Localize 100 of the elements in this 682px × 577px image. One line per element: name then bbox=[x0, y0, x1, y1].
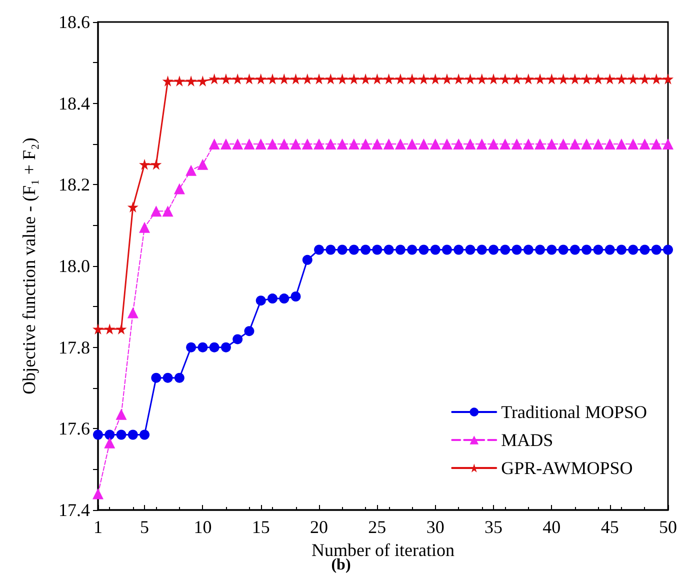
point bbox=[232, 138, 244, 150]
point bbox=[569, 138, 580, 150]
point bbox=[198, 342, 208, 352]
point bbox=[337, 244, 348, 255]
point bbox=[150, 206, 162, 217]
point bbox=[500, 244, 510, 255]
point bbox=[593, 244, 604, 255]
point bbox=[639, 138, 650, 150]
point bbox=[523, 244, 534, 255]
x-tick-label: 10 bbox=[194, 517, 212, 537]
point bbox=[197, 158, 208, 170]
legend-label: MADS bbox=[501, 430, 554, 450]
point bbox=[454, 244, 464, 255]
y-tick-label: 17.4 bbox=[58, 500, 90, 520]
y-tick-label: 18.2 bbox=[58, 174, 90, 195]
x-tick-label: 1 bbox=[94, 517, 102, 537]
x-tick-label: 45 bbox=[600, 517, 619, 537]
point bbox=[348, 73, 360, 84]
point bbox=[384, 244, 394, 255]
point bbox=[92, 488, 104, 500]
point bbox=[104, 430, 115, 440]
point bbox=[418, 244, 429, 255]
point bbox=[628, 73, 639, 84]
point bbox=[628, 138, 639, 150]
point bbox=[220, 342, 231, 352]
point bbox=[453, 138, 464, 150]
point bbox=[290, 138, 302, 150]
point bbox=[92, 324, 104, 335]
point bbox=[581, 138, 592, 150]
point bbox=[302, 254, 312, 265]
point bbox=[534, 73, 546, 84]
point bbox=[151, 372, 162, 383]
point bbox=[302, 73, 313, 84]
point bbox=[116, 430, 126, 440]
point bbox=[220, 138, 232, 150]
point bbox=[511, 138, 522, 150]
point bbox=[128, 430, 138, 440]
point bbox=[104, 324, 116, 335]
point bbox=[302, 138, 313, 150]
point bbox=[383, 73, 394, 84]
y-tick-label: 17.6 bbox=[58, 418, 90, 439]
point bbox=[209, 342, 220, 352]
point bbox=[662, 138, 674, 150]
point bbox=[511, 73, 522, 84]
point bbox=[663, 244, 673, 255]
x-tick-label: 5 bbox=[140, 517, 150, 537]
point bbox=[314, 138, 325, 150]
point bbox=[220, 73, 232, 84]
point bbox=[650, 138, 662, 150]
point bbox=[255, 73, 266, 84]
point bbox=[604, 138, 616, 150]
point bbox=[558, 244, 568, 255]
point bbox=[488, 244, 499, 255]
point bbox=[314, 73, 325, 84]
point bbox=[488, 73, 500, 84]
point bbox=[394, 138, 406, 150]
point bbox=[522, 73, 534, 84]
point bbox=[174, 75, 185, 86]
point bbox=[441, 138, 452, 150]
point bbox=[616, 138, 627, 150]
point bbox=[290, 73, 302, 84]
x-tick-label: 50 bbox=[659, 517, 677, 537]
point bbox=[512, 244, 522, 255]
point bbox=[581, 73, 592, 84]
point bbox=[535, 244, 546, 255]
x-tick-label: 40 bbox=[542, 517, 561, 537]
point bbox=[186, 164, 197, 176]
point bbox=[465, 244, 476, 255]
point bbox=[244, 73, 255, 84]
point bbox=[186, 75, 197, 86]
x-tick-label: 35 bbox=[484, 517, 503, 537]
point bbox=[476, 138, 488, 150]
point bbox=[372, 244, 382, 255]
x-tick-label: 30 bbox=[426, 517, 444, 537]
point bbox=[639, 73, 650, 84]
point bbox=[418, 73, 430, 84]
point bbox=[208, 138, 220, 150]
point bbox=[569, 73, 580, 84]
point bbox=[174, 183, 185, 194]
point bbox=[662, 73, 674, 84]
point bbox=[336, 138, 348, 150]
point bbox=[534, 138, 546, 150]
point bbox=[314, 244, 324, 255]
point bbox=[290, 292, 301, 302]
point bbox=[582, 244, 592, 255]
point bbox=[278, 73, 290, 84]
point bbox=[546, 138, 558, 150]
point bbox=[256, 296, 266, 306]
point bbox=[162, 206, 174, 217]
y-tick-label: 18.0 bbox=[58, 256, 90, 276]
point bbox=[558, 73, 569, 84]
point bbox=[174, 372, 184, 383]
y-tick-label: 17.8 bbox=[58, 337, 90, 358]
point bbox=[104, 437, 116, 448]
point bbox=[418, 138, 430, 150]
point bbox=[406, 138, 418, 150]
point bbox=[383, 138, 394, 150]
point bbox=[500, 138, 511, 150]
point bbox=[441, 73, 452, 84]
point bbox=[628, 244, 638, 255]
